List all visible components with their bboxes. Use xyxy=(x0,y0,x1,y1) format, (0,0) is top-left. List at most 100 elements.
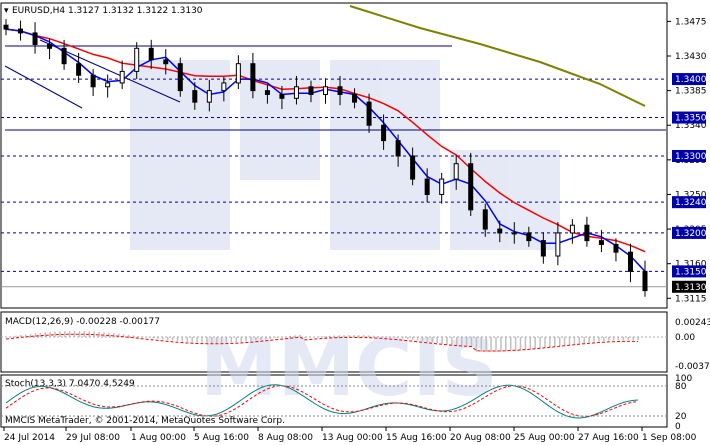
price-tick-label: 1.3340 xyxy=(675,121,707,131)
time-axis: 24 Jul 2014 29 Jul 08:00 1 Aug 00:00 5 Aug … xyxy=(3,427,697,443)
candle-body xyxy=(90,74,96,88)
candle-body xyxy=(569,224,575,234)
candle-body xyxy=(482,209,488,230)
level-label-box xyxy=(672,150,706,162)
candlestick-series xyxy=(3,19,648,297)
candle-body xyxy=(584,224,590,242)
candle-body xyxy=(555,232,561,257)
candle-body xyxy=(177,63,183,92)
candle-body xyxy=(235,63,241,84)
macd-tick-label: 0.00243 xyxy=(675,318,710,328)
time-tick-label: 15 Aug 16:00 xyxy=(386,433,447,443)
candle-body xyxy=(32,32,38,45)
stoch-title: Stoch(13,3,3) 7.0470 4.5249 xyxy=(5,379,135,389)
level-label-text: 1.3350 xyxy=(675,114,707,124)
candle-body xyxy=(264,90,270,95)
price-tick-label: 1.3475 xyxy=(675,17,707,27)
level-label-text: 1.3200 xyxy=(675,229,707,239)
candle-body xyxy=(352,93,358,103)
price-tick-label: 1.3115 xyxy=(675,294,707,304)
candle-body xyxy=(598,240,604,245)
candle-body xyxy=(627,251,633,272)
candle-body xyxy=(206,90,212,103)
macd-histogram xyxy=(1,331,667,352)
time-tick-label: 27 Aug 16:00 xyxy=(578,433,639,443)
copyright-text: MMCIS MetaTrader, © 2001-2014, MetaQuote… xyxy=(5,416,285,426)
macd-title: MACD(12,26,9) -0.00228 -0.00177 xyxy=(5,317,160,327)
candle-body xyxy=(3,24,9,30)
candle-body xyxy=(76,63,82,76)
macd-tick-label: 0.00 xyxy=(675,333,695,343)
time-tick-label: 1 Sep 08:00 xyxy=(642,433,697,443)
candle-body xyxy=(61,47,67,65)
time-tick-label: 8 Aug 08:00 xyxy=(258,433,313,443)
time-tick-label: 20 Aug 08:00 xyxy=(450,433,511,443)
candle-body xyxy=(468,163,474,211)
stoch-tick-label: 100 xyxy=(675,374,692,384)
symbol-header: EURUSD,H4 1.3127 1.3132 1.3122 1.3130 xyxy=(12,6,203,16)
candle-body xyxy=(47,43,53,49)
time-tick-label: 24 Jul 2014 xyxy=(4,433,55,443)
price-tick-label: 1.3385 xyxy=(675,87,707,97)
stoch-signal-line xyxy=(5,385,639,417)
candle-body xyxy=(308,86,314,95)
chart-title-icon: ▾ xyxy=(4,6,9,16)
price-tick-label: 1.3430 xyxy=(675,52,707,62)
level-label-box xyxy=(672,196,706,209)
candle-body xyxy=(395,140,401,157)
candle-body xyxy=(250,63,256,92)
candle-body xyxy=(192,90,198,103)
level-label-text: 1.3400 xyxy=(675,75,707,85)
watermark-shape xyxy=(240,60,320,180)
candle-body xyxy=(366,101,372,126)
candle-body xyxy=(337,86,343,95)
candle-body xyxy=(511,232,517,235)
candle-body xyxy=(381,124,387,142)
candle-body xyxy=(439,178,445,195)
macd-panel[interactable] xyxy=(0,311,668,373)
ma-slow-line xyxy=(349,5,646,107)
candle-body xyxy=(613,243,619,253)
level-label-box xyxy=(672,73,706,86)
stoch-main-line xyxy=(5,384,639,419)
level-label-text: 1.3300 xyxy=(675,152,707,162)
watermark-shape xyxy=(330,60,440,250)
candle-body xyxy=(148,47,154,61)
stoch-panel[interactable] xyxy=(0,374,668,428)
macd-signal-line xyxy=(5,333,639,352)
candle-body xyxy=(105,82,111,88)
time-tick-label: 29 Jul 08:00 xyxy=(66,433,120,443)
candle-body xyxy=(453,163,459,180)
candle-body xyxy=(424,178,430,195)
candle-body xyxy=(293,86,299,99)
level-label-text: 1.3150 xyxy=(675,267,707,277)
level-label-box xyxy=(672,111,706,124)
candle-body xyxy=(497,228,503,234)
candle-body xyxy=(18,28,24,34)
stoch-tick-label: 80 xyxy=(675,382,687,392)
candle-body xyxy=(163,59,169,65)
candle-body xyxy=(642,270,648,292)
price-tick-label: 1.3160 xyxy=(675,260,707,270)
price-tick-label: 1.3250 xyxy=(675,190,707,200)
candle-body xyxy=(221,82,227,92)
time-tick-label: 25 Aug 00:00 xyxy=(514,433,575,443)
watermark-text: MMCIS xyxy=(200,324,498,414)
level-label-text: 1.3240 xyxy=(675,198,707,208)
level-label-box xyxy=(672,226,706,239)
level-labels: 1.34001.33501.33001.32401.32001.31501.31… xyxy=(672,73,707,293)
macd-tick-label: -0.00375 xyxy=(675,362,710,372)
current-price-box xyxy=(672,280,706,293)
candle-body xyxy=(540,240,546,257)
candle-body xyxy=(526,232,532,242)
current-price-text: 1.3130 xyxy=(675,283,707,293)
time-tick-label: 5 Aug 16:00 xyxy=(194,433,249,443)
stoch-tick-label: 20 xyxy=(675,412,687,422)
stoch-tick-label: 0 xyxy=(675,422,681,432)
time-tick-label: 13 Aug 00:00 xyxy=(322,433,383,443)
candle-body xyxy=(119,70,125,84)
candle-body xyxy=(410,155,416,180)
macd-axis: 0.00243 0.00 -0.00375 xyxy=(675,318,710,372)
